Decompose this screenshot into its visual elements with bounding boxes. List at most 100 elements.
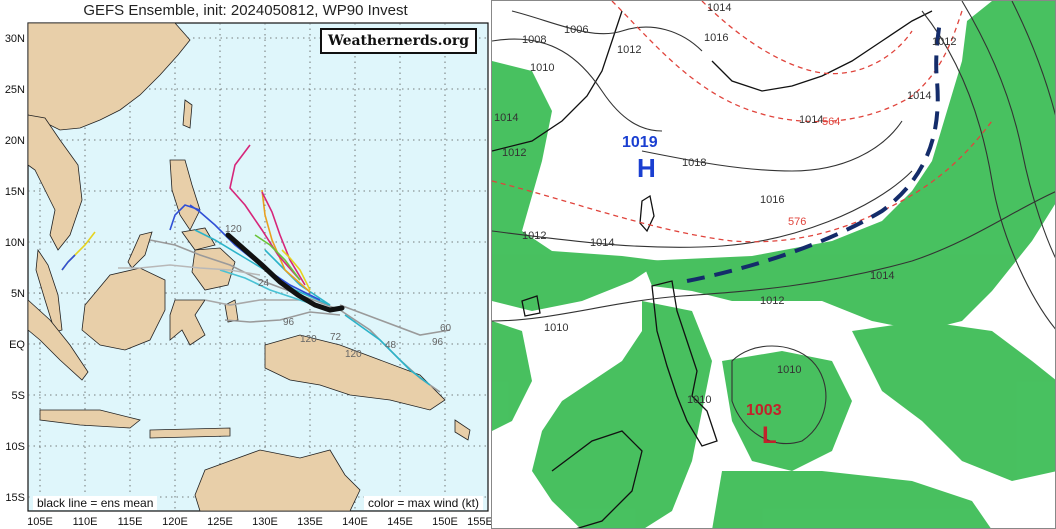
cold-front [686, 20, 942, 283]
coast-china [492, 10, 623, 152]
isobar-label: 1010 [687, 394, 711, 406]
precip-area [852, 321, 1055, 481]
lon-label: 110E [73, 516, 98, 528]
member-track [254, 234, 301, 281]
member-track [194, 229, 331, 306]
land-taiwan [182, 99, 193, 129]
lat-label: 5S [12, 390, 25, 402]
high-pressure-letter: H [637, 153, 656, 183]
ensemble-mean-track [225, 232, 345, 313]
member-track [118, 264, 261, 276]
land-sumatra [27, 299, 89, 381]
lat-label: EQ [9, 339, 25, 351]
low-pressure-letter: L [762, 422, 777, 449]
lon-label: 145E [387, 516, 413, 528]
isobar-label: 1014 [907, 90, 931, 102]
land-australia [194, 449, 361, 512]
isobar-label: 1016 [704, 32, 728, 44]
track-label: 24 [258, 278, 270, 289]
member-track [224, 311, 341, 323]
low-pressure-center: 1003 L [746, 402, 782, 449]
lat-label: 15N [5, 186, 25, 198]
precip-area [532, 301, 712, 528]
land-new-guinea [264, 334, 446, 411]
track-label: 120 [225, 224, 242, 235]
height-label: 576 [788, 216, 806, 228]
lat-label: 10S [5, 441, 25, 453]
member-track [189, 204, 321, 301]
lon-label: 140E [342, 516, 368, 528]
land-sulawesi [169, 299, 206, 346]
member-track [169, 204, 201, 231]
coast-taiwan [639, 194, 655, 233]
lon-label: 105E [27, 516, 53, 528]
land-java [39, 409, 141, 429]
track-label: 48 [385, 340, 397, 351]
coast-korea-japan [711, 10, 933, 92]
legend-mean-track: black line = ens mean [33, 496, 158, 510]
lon-label: 155E [467, 516, 491, 528]
lon-label: 125E [207, 516, 233, 528]
isobar [921, 10, 1055, 330]
coast-hainan [521, 295, 541, 317]
synoptic-precip-panel: 1008 1006 1010 1012 1014 1016 1012 1014 … [491, 0, 1056, 529]
lon-label: 120E [162, 516, 188, 528]
coast-philippines [651, 280, 718, 447]
legend-wind-color: color = max wind (kt) [363, 496, 483, 510]
height-label: 564 [822, 116, 840, 128]
member-track [339, 304, 451, 336]
land-indochina [27, 114, 83, 251]
height-contour [701, 1, 913, 75]
high-pressure-value: 1019 [622, 134, 658, 151]
track-label: 120 [345, 349, 362, 360]
ensemble-map: 96 120 48 60 96 120 24 72 120 30N 25N 20… [5, 22, 491, 528]
track-label: 60 [440, 323, 452, 334]
coast-borneo [551, 430, 643, 528]
member-track [281, 249, 311, 291]
isobar [641, 120, 903, 172]
isobar [492, 38, 663, 132]
land-lesser-sundas [149, 427, 231, 439]
lat-label: 15S [5, 492, 25, 504]
isobar-label: 1012 [932, 36, 956, 48]
isobar [511, 10, 703, 52]
isobar [731, 345, 827, 445]
isobar-label: 1010 [777, 364, 801, 376]
brand-watermark: Weathernerds.org [320, 28, 477, 54]
lon-label: 115E [118, 516, 143, 528]
isobar-label: 1014 [590, 237, 614, 249]
member-track [61, 254, 76, 271]
coastlines [492, 10, 933, 528]
precip-area [492, 61, 662, 311]
land-halmahera [224, 299, 239, 323]
member-track [344, 314, 431, 386]
isobar-label: 1012 [522, 230, 546, 242]
isobar-label: 1014 [870, 270, 894, 282]
member-track [261, 191, 306, 286]
precip-area [642, 1, 1055, 331]
lat-label: 20N [5, 135, 25, 147]
isobar-label: 1012 [760, 295, 784, 307]
isobar-label: 1006 [564, 24, 588, 36]
land-luzon [169, 159, 201, 231]
lon-label: 135E [297, 516, 323, 528]
isobar-labels: 1008 1006 1010 1012 1014 1016 1012 1014 … [494, 2, 956, 406]
land-palawan [127, 231, 153, 269]
lon-label: 130E [252, 516, 278, 528]
isobar-label: 1008 [522, 34, 546, 46]
isobar-label: 1010 [544, 322, 568, 334]
land-visayas [181, 227, 216, 251]
lat-label: 5N [11, 288, 25, 300]
land-masses [27, 22, 471, 512]
isobar-label: 1010 [530, 62, 554, 74]
isobar [492, 170, 913, 248]
precipitation-areas [492, 1, 1055, 528]
track-label: 96 [432, 337, 444, 348]
lat-label: 25N [5, 84, 25, 96]
height-contours [492, 1, 993, 243]
track-hour-labels: 96 120 48 60 96 120 24 72 120 [225, 224, 452, 360]
gefs-ensemble-panel: GEFS Ensemble, init: 2024050812, WP90 In… [0, 0, 491, 529]
isobar [961, 1, 1055, 259]
height-labels: 564 576 [788, 116, 840, 228]
member-track [229, 144, 301, 281]
